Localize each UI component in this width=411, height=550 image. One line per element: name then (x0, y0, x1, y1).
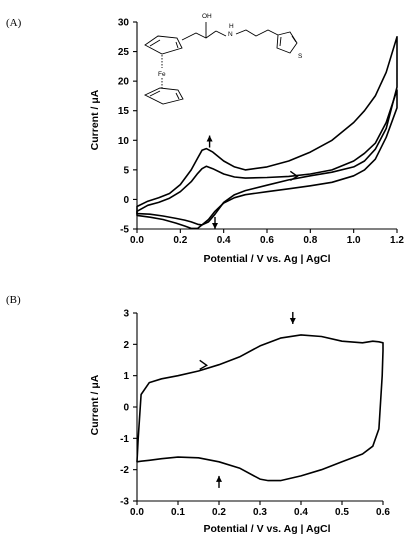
amine-nitrogen-label: N (228, 31, 233, 38)
y-tick-label: 10 (118, 136, 130, 147)
molecule-structure: Fe OH N H S (143, 13, 303, 105)
x-tick-label: 0.8 (303, 235, 317, 246)
y-tick-label: 0 (123, 403, 129, 414)
y-tick-label: 2 (123, 340, 129, 351)
panel-a-x-axis-label: Potential / V vs. Ag | AgCl (203, 253, 330, 265)
y-tick-label: 5 (123, 165, 129, 176)
y-tick-label: 3 (123, 309, 129, 320)
x-tick-label: 0.6 (260, 235, 274, 246)
thiophene-ring (276, 31, 298, 54)
cyclopentadienyl-ring-bottom (143, 87, 184, 105)
x-tick-label: 1.2 (390, 235, 404, 246)
cv-curve-2 (136, 89, 398, 230)
y-tick-label: -2 (120, 465, 129, 476)
x-tick-label: 0.2 (212, 507, 226, 518)
panel-b-x-axis-label: Potential / V vs. Ag | AgCl (203, 523, 330, 535)
x-tick-label: 1.0 (347, 235, 361, 246)
y-tick-label: 25 (118, 47, 130, 58)
y-tick-label: 0 (123, 195, 129, 206)
y-tick-label: 15 (118, 106, 130, 117)
peak-growth-arrow-up-head (216, 475, 222, 482)
hydroxyl-label: OH (202, 13, 212, 20)
cyclopentadienyl-ring-top (144, 35, 183, 55)
y-tick-label: -3 (120, 497, 129, 508)
x-tick-label: 0.0 (130, 235, 144, 246)
y-tick-label: 20 (118, 77, 130, 88)
panel-b: 0.0 0.1 0.2 0.3 0.4 0.5 0.6 -3 -2 -1 0 1 2 3 (120, 309, 390, 519)
peak-growth-arrow-up-head (206, 135, 213, 142)
peak-growth-arrow-down-head (289, 317, 296, 324)
x-tick-label: 0.3 (253, 507, 267, 518)
x-tick-label: 0.6 (376, 507, 390, 518)
scan-direction-arrow (199, 359, 208, 370)
alkyl-chain (181, 30, 217, 41)
peak-growth-arrow-down-head (212, 223, 218, 229)
iron-atom-label: Fe (158, 71, 166, 78)
panel-b-label: (B) (6, 294, 21, 306)
x-tick-label: 0.4 (217, 235, 231, 246)
panel-a-label: (A) (6, 17, 22, 29)
x-tick-label: 0.4 (294, 507, 308, 518)
sulfur-atom-label: S (298, 53, 303, 60)
amine-hydrogen-label: H (229, 23, 234, 30)
panel-a: 0.0 0.2 0.4 0.6 0.8 1.0 1.2 -5 0 5 10 15 20 25 30 (118, 18, 405, 247)
y-tick-label: -1 (120, 434, 129, 445)
panel-b-y-axis-label: Current / μA (89, 374, 101, 435)
x-tick-label: 0.5 (335, 507, 349, 518)
cv-curve-1 (136, 334, 384, 482)
scan-direction-arrow (289, 170, 299, 181)
cv-curve-1 (136, 36, 398, 226)
x-tick-label: 0.2 (173, 235, 187, 246)
x-tick-label: 0.0 (130, 507, 144, 518)
y-tick-label: 30 (118, 18, 130, 29)
y-tick-label: 1 (123, 371, 129, 382)
panel-a-y-axis-label: Current / μA (89, 89, 101, 150)
x-tick-label: 0.1 (171, 507, 185, 518)
y-tick-label: -5 (120, 225, 129, 236)
